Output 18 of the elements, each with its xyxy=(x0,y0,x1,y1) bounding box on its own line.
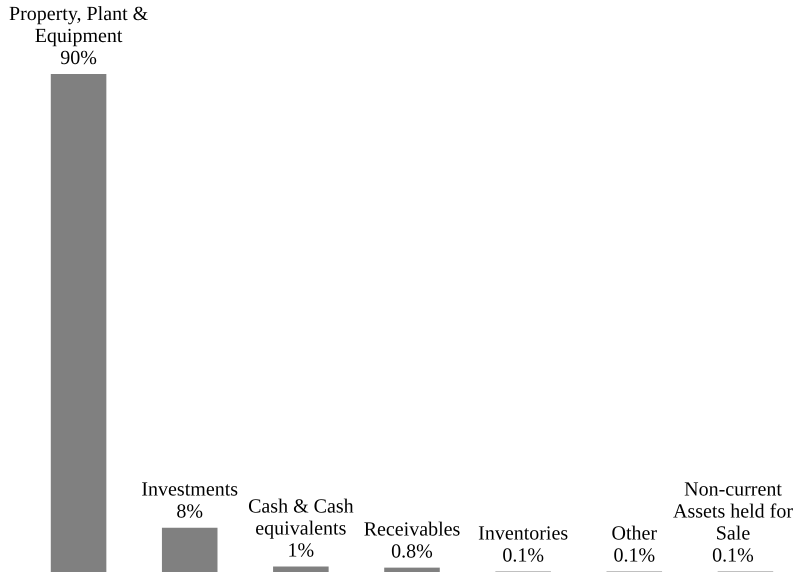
x-tick-label: Inventories xyxy=(478,522,568,544)
data-label: 8% xyxy=(176,500,204,523)
data-label: 0.1% xyxy=(712,544,754,566)
bar xyxy=(162,528,218,572)
data-label: 0.1% xyxy=(502,544,544,566)
x-tick-label: Property, Plant & Equipment xyxy=(8,3,149,47)
x-tick-label: Receivables xyxy=(364,518,461,541)
data-label: 0.8% xyxy=(391,540,433,563)
bar xyxy=(384,568,440,572)
bar xyxy=(273,566,329,572)
x-tick-label: Other xyxy=(612,522,658,544)
data-label: 90% xyxy=(60,47,97,69)
data-label: 1% xyxy=(288,539,314,562)
bar xyxy=(50,74,106,572)
x-tick-label: Non-current Assets held for Sale xyxy=(673,478,794,544)
x-tick-label: Investments xyxy=(141,478,238,501)
x-tick-label: Cash & Cash equivalents xyxy=(248,495,354,540)
data-label: 0.1% xyxy=(613,544,656,566)
